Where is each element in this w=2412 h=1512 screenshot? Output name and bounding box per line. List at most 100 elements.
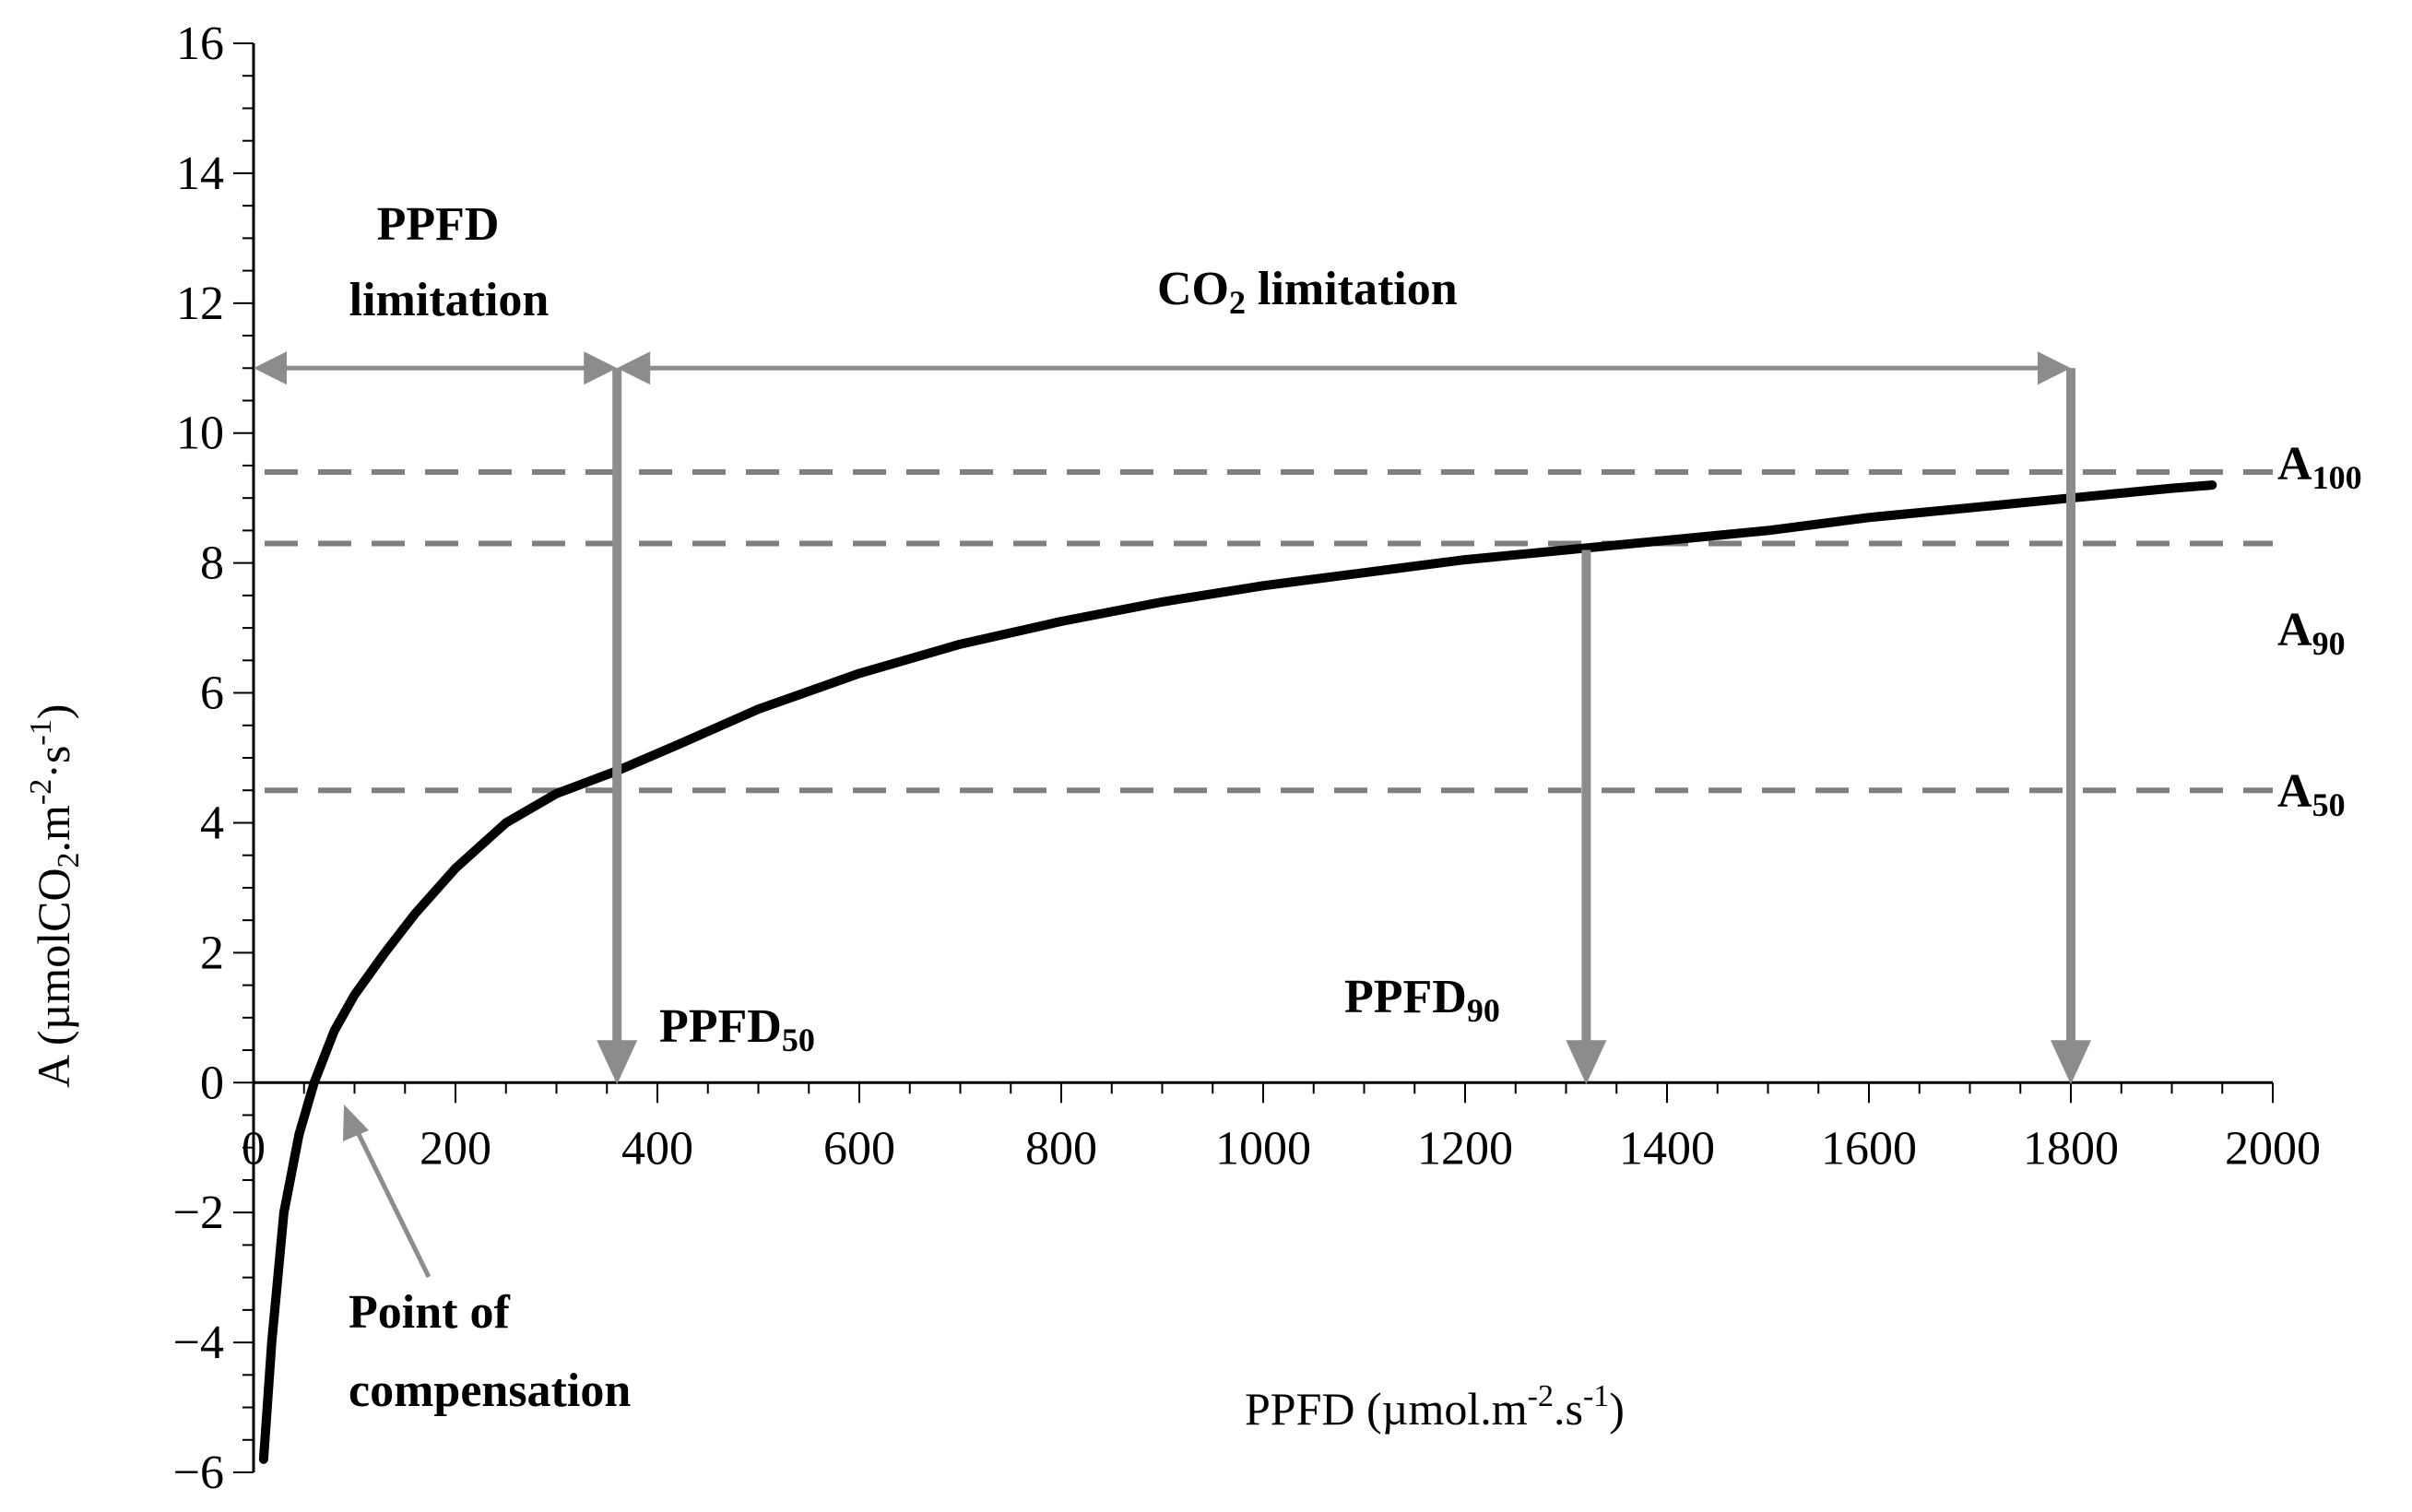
curve-point [1966, 503, 1974, 512]
a90-main: A [2277, 604, 2312, 656]
light-response-curve-line [258, 480, 2217, 1464]
arrow-ppfd50-head [597, 1040, 638, 1085]
curve-point [452, 864, 459, 872]
x-title-post: ) [1609, 1383, 1625, 1435]
ppfd90-main: PPFD [1344, 971, 1467, 1023]
a100-main: A [2277, 438, 2312, 490]
a100-sub: 100 [2312, 459, 2362, 496]
y-tick-label: 6 [200, 667, 224, 720]
ppfd90-sub: 90 [1467, 992, 1500, 1029]
x-tick-label: 1400 [1619, 1122, 1715, 1175]
reference-layer [265, 469, 2273, 794]
x-tick-label: 600 [823, 1122, 895, 1175]
curve-point [552, 789, 561, 797]
region-arrow-ppfd-limitation-right-head [584, 351, 618, 385]
curve-point [1562, 546, 1570, 554]
axis-layer: −6 −4 −2 0 2 4 6 8 10 12 14 16 0 200 400 600 800 1000 1200… [173, 18, 2321, 1499]
a50-main: A [2277, 765, 2312, 818]
curve-point [310, 1079, 318, 1087]
a50-sub: 50 [2312, 786, 2346, 823]
a50-label: A50 [2277, 765, 2346, 823]
co2-limitation-label: CO2 limitation [1157, 263, 1458, 321]
a90-sub: 90 [2312, 625, 2346, 662]
ppfd-limitation-label-line1: PPFD [377, 198, 500, 251]
curve-point [856, 669, 863, 678]
curve-point [1865, 514, 1873, 522]
x-tick-label: 200 [420, 1122, 491, 1175]
y-tick-label: 0 [200, 1057, 224, 1109]
series-layer [258, 480, 2217, 1464]
arrow-ppfd100-head [2051, 1040, 2091, 1085]
x-tick-label: 1200 [1417, 1122, 1513, 1175]
y-tick-label: 8 [200, 537, 224, 590]
compensation-label-line2: compensation [349, 1364, 631, 1417]
curve-point [381, 949, 389, 957]
arrow-ppfd90-head [1566, 1040, 1607, 1085]
curve-point [295, 1130, 303, 1139]
curve-point [754, 705, 763, 714]
co2-limitation-post: limitation [1246, 263, 1458, 315]
x-tick-label: 1600 [1821, 1122, 1917, 1175]
region-arrow-co2-limitation-right-head [2038, 351, 2071, 385]
x-title-pre: PPFD (µmol.m [1245, 1383, 1528, 1435]
curve-point [1058, 618, 1065, 626]
y-title-mid2: ·s [28, 746, 79, 779]
curve-point [502, 819, 510, 827]
y-title-post: ) [28, 704, 79, 720]
y-tick-label: −6 [173, 1447, 224, 1499]
curve-point [411, 910, 420, 918]
curve-point [1764, 526, 1772, 535]
x-tick-label: 400 [621, 1122, 693, 1175]
y-title-sup2: -1 [24, 719, 58, 745]
curve-point [2168, 484, 2176, 492]
x-title-sup1: -2 [1528, 1379, 1554, 1413]
co2-limitation-pre: CO [1157, 263, 1229, 315]
a90-label: A90 [2277, 604, 2346, 662]
curve-point [2208, 481, 2217, 490]
arrow-layer [254, 351, 2091, 1085]
curve-point [1158, 597, 1166, 606]
y-tick-label: 14 [176, 148, 224, 200]
x-tick-label: 0 [242, 1122, 266, 1175]
curve-point [1360, 569, 1368, 577]
compensation-pointer-head [343, 1104, 369, 1141]
curve-point [1663, 536, 1671, 544]
y-tick-label: 16 [176, 18, 224, 70]
curve-point [956, 640, 964, 648]
y-tick-label: −2 [173, 1187, 224, 1239]
x-tick-label: 800 [1025, 1122, 1097, 1175]
curve-point [350, 991, 359, 999]
x-title-sup2: -1 [1583, 1379, 1609, 1413]
y-tick-label: −4 [173, 1317, 224, 1369]
curve-point [1259, 582, 1267, 590]
ppfd90-label: PPFD90 [1344, 971, 1500, 1029]
y-title-sub: 2 [52, 852, 86, 868]
x-tick-label: 1000 [1215, 1122, 1311, 1175]
y-title-mid1: .m [28, 805, 79, 853]
y-tick-label: 4 [200, 797, 224, 849]
curve-point [673, 740, 681, 749]
ppfd50-sub: 50 [782, 1022, 815, 1058]
curve-point [279, 1209, 288, 1217]
ppfd-limitation-label-line2: limitation [349, 274, 550, 326]
x-title-mid: .s [1554, 1383, 1583, 1435]
ppfd50-label: PPFD50 [659, 1000, 815, 1058]
co2-limitation-sub: 2 [1229, 284, 1246, 321]
a100-label: A100 [2277, 438, 2362, 496]
compensation-pointer-line [352, 1125, 432, 1279]
x-tick-label: 2000 [2225, 1122, 2321, 1175]
curve-point [267, 1339, 276, 1347]
y-title-sup1: -2 [24, 779, 58, 805]
curve-point [330, 1026, 338, 1034]
y-axis-title: A (µmolCO2.m-2·s-1) [24, 704, 86, 1088]
curve-point [1461, 556, 1469, 564]
ppfd50-main: PPFD [659, 1000, 782, 1053]
curve-point [259, 1455, 267, 1463]
region-arrow-ppfd-limitation-left-head [254, 351, 287, 385]
y-tick-label: 10 [176, 408, 224, 460]
region-arrow-co2-limitation-left-head [617, 351, 651, 385]
y-tick-label: 12 [176, 278, 224, 330]
x-axis-title: PPFD (µmol.m-2.s-1) [1245, 1379, 1625, 1435]
y-tick-label: 2 [200, 927, 224, 979]
